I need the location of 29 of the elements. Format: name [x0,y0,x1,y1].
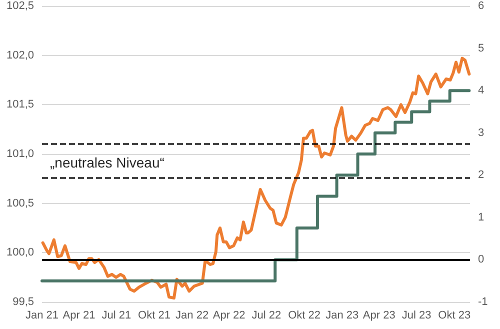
y2-tick-label: 0 [478,254,484,266]
x-tick-label: Jul 22 [252,310,282,322]
x-tick-label: Jan 23 [326,310,359,322]
y2-tick-label: -1 [478,296,488,308]
y-tick-label: 100,0 [6,246,34,259]
y2-tick-label: 5 [478,42,484,54]
x-tick-label: Okt 22 [288,310,321,322]
x-tick-label: Jan 22 [176,310,209,322]
y-tick-label: 100,5 [6,197,34,210]
x-tick-label: Jan 21 [25,310,59,322]
y-tick-label: 101,5 [6,98,34,111]
line-series [41,56,471,300]
x-tick-label: Okt 21 [138,310,170,322]
y2-tick-label: 6 [478,0,484,12]
y-tick-label: 99,5 [12,296,34,308]
x-tick-label: Jul 21 [102,310,132,322]
y-tick-label: 102,0 [6,49,34,62]
y2-tick-label: 2 [478,169,484,182]
y-tick-label: 101,0 [6,148,34,160]
y2-tick-label: 4 [478,84,484,97]
y-tick-label: 102,5 [6,0,34,12]
y2-tick-label: 3 [478,126,484,139]
x-tick-label: Apr 22 [212,310,246,322]
y2-tick-label: 1 [478,211,484,224]
x-tick-label: Jul 23 [402,310,432,322]
x-tick-label: Apr 21 [62,310,96,322]
x-tick-label: Okt 23 [438,310,471,322]
ref-line-label: „neutrales Niveau“ [50,154,165,170]
x-tick-label: Apr 23 [362,310,396,322]
